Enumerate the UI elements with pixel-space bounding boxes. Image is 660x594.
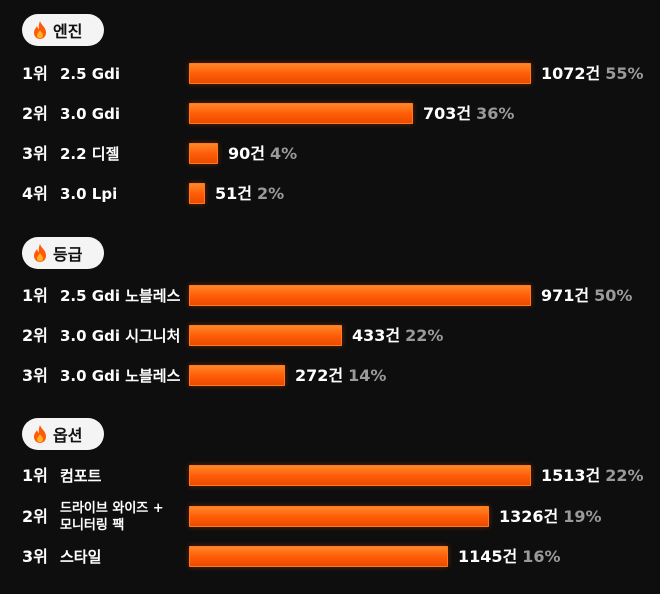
category-label: 스타일 <box>60 548 102 566</box>
section-title: 등급 <box>53 245 83 264</box>
fire-icon <box>31 424 49 444</box>
percent-label: 55% <box>605 64 644 83</box>
fire-icon <box>31 20 49 40</box>
value-label: 1326건 19% <box>499 500 602 534</box>
section-pill: 엔진 <box>22 14 104 46</box>
category-label: 2.2 디젤 <box>60 145 120 163</box>
percent-label: 22% <box>405 326 444 345</box>
category-label: 3.0 Lpi <box>60 185 118 203</box>
fire-icon <box>31 243 49 263</box>
category-label: 3.0 Gdi <box>60 105 120 123</box>
percent-label: 4% <box>270 144 298 163</box>
ranking-row: 1위 2.5 Gdi 1072건 55% <box>0 57 660 91</box>
bar <box>189 285 531 306</box>
bar <box>189 183 205 204</box>
count-label: 1145건 <box>458 547 518 566</box>
bar <box>189 506 489 527</box>
bar <box>189 63 531 84</box>
count-label: 90건 <box>228 144 265 163</box>
bar <box>189 325 342 346</box>
ranking-row: 3위 스타일 1145건 16% <box>0 540 660 574</box>
count-label: 703건 <box>423 104 472 123</box>
rank-label: 2위 <box>22 326 48 345</box>
count-label: 1326건 <box>499 507 559 526</box>
rank-label: 3위 <box>22 144 48 163</box>
ranking-row: 1위 2.5 Gdi 노블레스 971건 50% <box>0 279 660 313</box>
ranking-row: 1위 컴포트 1513건 22% <box>0 459 660 493</box>
ranking-row: 2위 드라이브 와이즈 + 모니터링 팩 1326건 19% <box>0 500 660 534</box>
percent-label: 14% <box>348 366 387 385</box>
value-label: 971건 50% <box>541 279 632 313</box>
value-label: 51건 2% <box>215 177 284 211</box>
rank-label: 1위 <box>22 286 48 305</box>
rank-label: 3위 <box>22 547 48 566</box>
section-title: 옵션 <box>53 426 83 445</box>
percent-label: 16% <box>522 547 561 566</box>
bar <box>189 103 413 124</box>
bar <box>189 365 285 386</box>
ranking-row: 4위 3.0 Lpi 51건 2% <box>0 177 660 211</box>
value-label: 1072건 55% <box>541 57 644 91</box>
category-label: 3.0 Gdi 시그니처 <box>60 327 181 345</box>
ranking-row: 2위 3.0 Gdi 시그니처 433건 22% <box>0 319 660 353</box>
percent-label: 50% <box>594 286 633 305</box>
rank-label: 1위 <box>22 64 48 83</box>
value-label: 272건 14% <box>295 359 386 393</box>
value-label: 433건 22% <box>352 319 443 353</box>
percent-label: 2% <box>257 184 285 203</box>
section-pill: 등급 <box>22 237 104 269</box>
percent-label: 22% <box>605 466 644 485</box>
category-label: 컴포트 <box>60 467 102 485</box>
percent-label: 36% <box>476 104 515 123</box>
section-pill: 옵션 <box>22 418 104 450</box>
category-label: 3.0 Gdi 노블레스 <box>60 367 181 385</box>
category-label-line: 드라이브 와이즈 + <box>60 501 164 516</box>
value-label: 90건 4% <box>228 137 297 171</box>
category-label: 2.5 Gdi 노블레스 <box>60 287 181 305</box>
count-label: 433건 <box>352 326 401 345</box>
rank-label: 2위 <box>22 507 48 526</box>
count-label: 971건 <box>541 286 590 305</box>
rank-label: 1위 <box>22 466 48 485</box>
value-label: 703건 36% <box>423 97 514 131</box>
rank-label: 2위 <box>22 104 48 123</box>
bar <box>189 546 448 567</box>
bar <box>189 465 531 486</box>
count-label: 272건 <box>295 366 344 385</box>
count-label: 1513건 <box>541 466 601 485</box>
count-label: 1072건 <box>541 64 601 83</box>
section-title: 엔진 <box>53 22 83 41</box>
ranking-row: 2위 3.0 Gdi 703건 36% <box>0 97 660 131</box>
rank-label: 4위 <box>22 184 48 203</box>
bar <box>189 143 218 164</box>
ranking-row: 3위 3.0 Gdi 노블레스 272건 14% <box>0 359 660 393</box>
category-label: 드라이브 와이즈 + 모니터링 팩 <box>60 500 164 534</box>
category-label-line: 모니터링 팩 <box>60 518 125 533</box>
count-label: 51건 <box>215 184 252 203</box>
ranking-row: 3위 2.2 디젤 90건 4% <box>0 137 660 171</box>
value-label: 1513건 22% <box>541 459 644 493</box>
percent-label: 19% <box>563 507 602 526</box>
value-label: 1145건 16% <box>458 540 561 574</box>
category-label: 2.5 Gdi <box>60 65 120 83</box>
rank-label: 3위 <box>22 366 48 385</box>
